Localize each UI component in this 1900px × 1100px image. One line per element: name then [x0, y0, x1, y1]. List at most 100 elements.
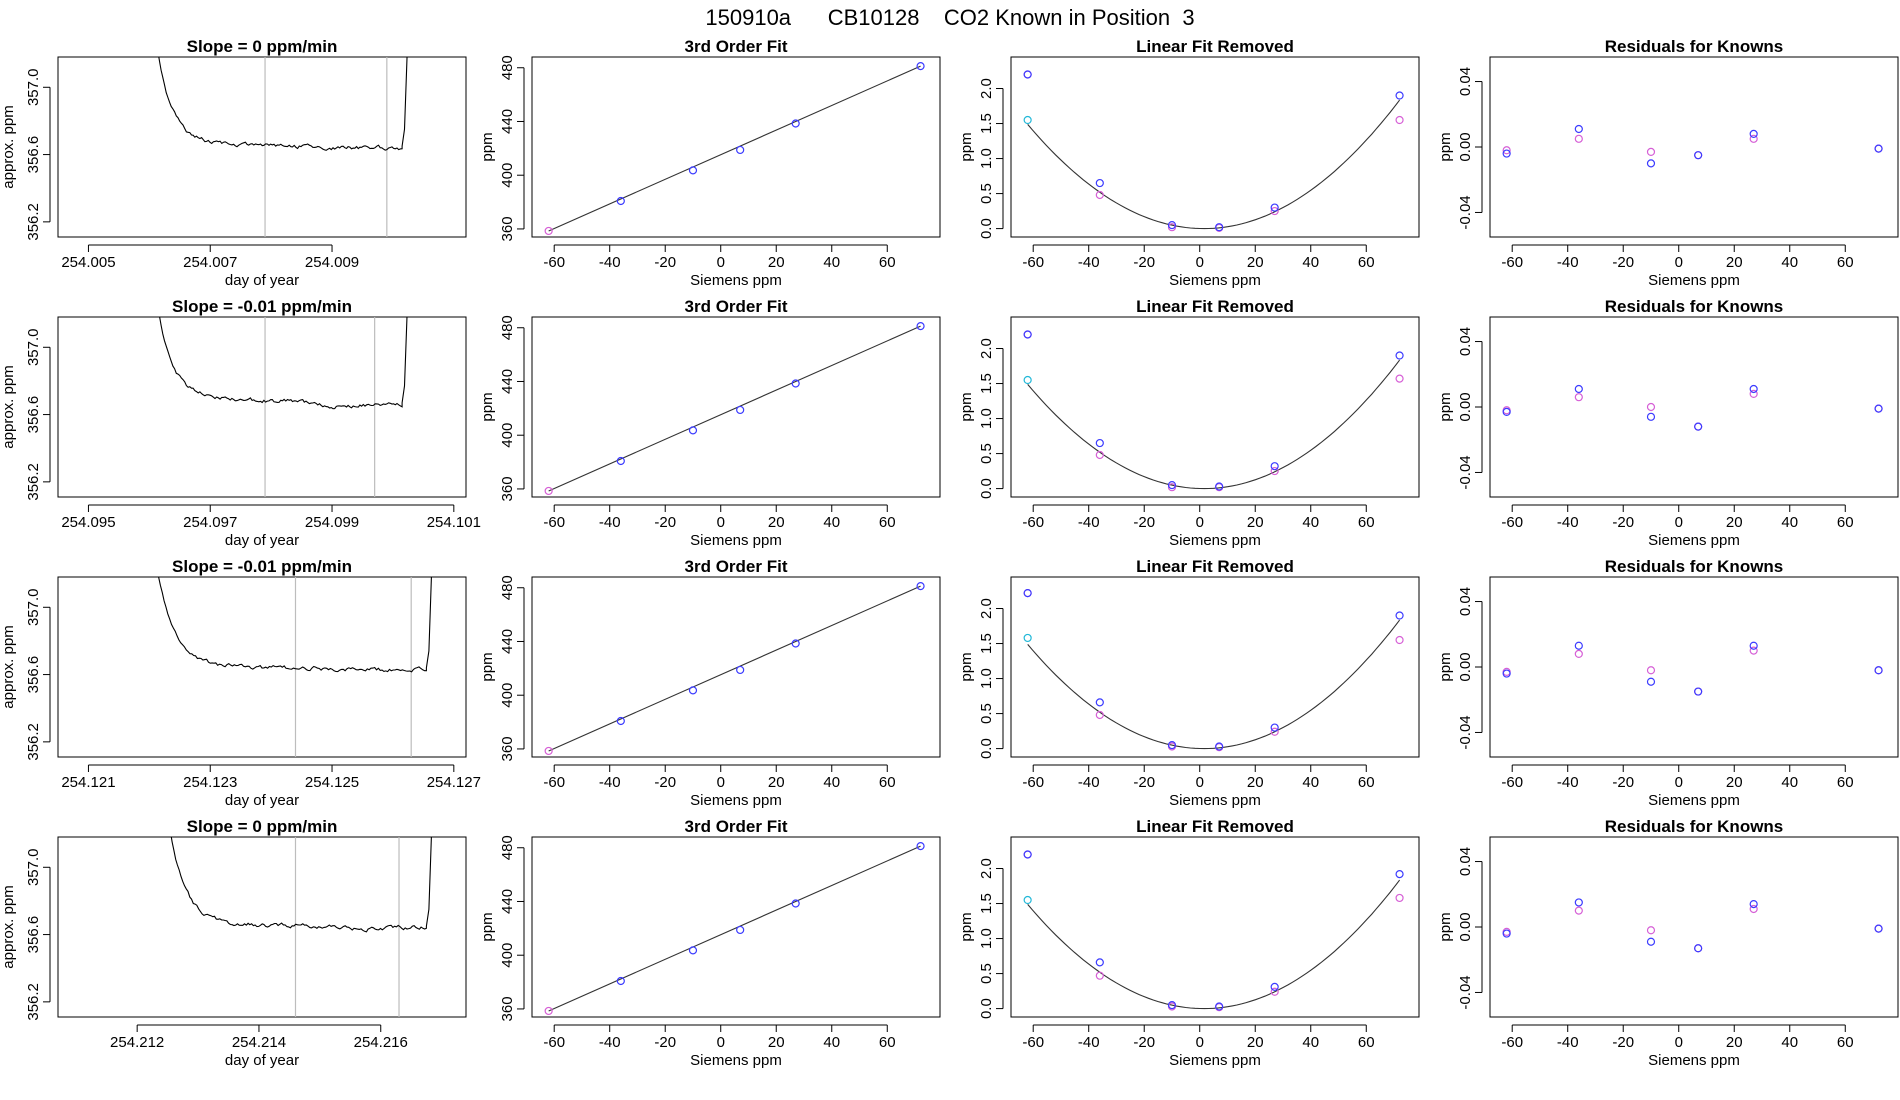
magenta-point	[1270, 727, 1279, 736]
x-tick-label: -40	[1078, 254, 1100, 271]
plot-area	[1502, 898, 1883, 953]
blue-point	[1502, 407, 1511, 417]
data-point	[916, 842, 925, 851]
panel-title: Residuals for Knowns	[1605, 37, 1784, 56]
panel-slope-row4: Slope = 0 ppm/min 254.212 254.214 254.216 da…	[0, 817, 467, 1069]
blue-point	[1646, 677, 1656, 686]
blue-point	[1874, 924, 1883, 933]
y-tick-label: 400	[499, 423, 516, 448]
magenta-point	[1574, 393, 1583, 402]
x-tick-label: -20	[1133, 254, 1155, 271]
panel-linear-removed-row2: Linear Fit Removed -60 -40 -20 0 20 40 60 Siemen…	[958, 297, 1420, 549]
blue-point	[1646, 412, 1656, 421]
y-tick-label: 480	[499, 315, 516, 340]
panel-title: Slope = 0 ppm/min	[187, 37, 338, 56]
y-tick-label: 360	[499, 476, 516, 501]
y-tick-label: 2.0	[978, 78, 995, 99]
x-tick-label: 60	[1358, 1034, 1375, 1051]
y-tick-label: 0.00	[1457, 912, 1474, 941]
x-tick-label: -20	[1612, 254, 1634, 271]
x-tick-label: 254.095	[61, 514, 115, 531]
x-tick-label: 20	[1247, 254, 1264, 271]
y-tick-label: 356.6	[25, 916, 42, 954]
panel-linear-removed-row1: Linear Fit Removed -60 -40 -20 0 20 40 60 Siemen…	[958, 37, 1420, 289]
panel-fit3-row3: 3rd Order Fit -60 -40 -20 0 20 40 60 Siemens ppm…	[479, 557, 941, 809]
y-tick-label: 400	[499, 943, 516, 968]
x-tick-label: 20	[1726, 514, 1743, 531]
y-tick-label: 1.5	[978, 633, 995, 654]
blue-point	[1270, 723, 1279, 732]
data-point	[544, 1006, 553, 1016]
y-tick-label: 0.5	[978, 183, 995, 204]
x-tick-label: 60	[1837, 1034, 1854, 1051]
x-axis-title: day of year	[225, 792, 299, 809]
blue-point	[1574, 898, 1583, 907]
plot-area	[1023, 330, 1404, 492]
x-tick-label: 254.097	[183, 514, 237, 531]
x-tick-label: -60	[543, 514, 565, 531]
blue-point	[1270, 462, 1279, 471]
x-tick-label: -60	[543, 774, 565, 791]
y-tick-label: 2.0	[978, 598, 995, 619]
y-axis-title: ppm	[1437, 652, 1454, 681]
magenta-point	[1095, 971, 1104, 980]
x-tick-label: -40	[599, 254, 621, 271]
x-tick-label: 20	[1247, 514, 1264, 531]
data-point	[688, 426, 698, 435]
x-tick-label: 254.005	[61, 254, 115, 271]
y-axis-title: ppm	[1437, 392, 1454, 421]
data-point	[736, 405, 745, 415]
blue-point	[1395, 351, 1404, 360]
y-tick-label: 356.2	[25, 983, 42, 1021]
panel-slope-row3: Slope = -0.01 ppm/min 254.121 254.123 254.1…	[0, 557, 481, 809]
y-tick-label: 440	[499, 889, 516, 914]
plot-frame	[531, 836, 941, 1018]
data-point	[688, 686, 698, 695]
blue-point	[1095, 958, 1104, 967]
plot-area	[158, 577, 432, 757]
y-axis-title: ppm	[958, 652, 975, 681]
x-tick-label: 254.101	[427, 514, 481, 531]
plot-frame	[1010, 56, 1420, 238]
plot-area	[544, 582, 925, 756]
blue-point	[1215, 742, 1224, 751]
y-tick-label: 400	[499, 683, 516, 708]
x-tick-label: 20	[768, 1034, 785, 1051]
x-tick-label: 60	[1837, 774, 1854, 791]
x-tick-label: -20	[1612, 1034, 1634, 1051]
blue-point	[1215, 1002, 1224, 1011]
panel-title: 3rd Order Fit	[685, 557, 788, 576]
x-tick-label: 40	[823, 254, 840, 271]
blue-point	[1023, 330, 1032, 339]
plot-area	[159, 317, 408, 497]
quadratic-curve	[1027, 99, 1401, 230]
y-tick-label: 0.0	[978, 738, 995, 759]
blue-point	[1023, 850, 1032, 859]
blue-point	[1694, 151, 1703, 160]
data-point	[688, 946, 698, 955]
magenta-point	[1270, 466, 1279, 476]
plot-area	[170, 837, 432, 1017]
panel-linear-removed-row3: Linear Fit Removed -60 -40 -20 0 20 40 60 Siemen…	[958, 557, 1420, 809]
x-tick-label: 254.214	[232, 1034, 286, 1051]
y-tick-label: 0.04	[1457, 587, 1474, 616]
y-tick-label: 0.04	[1457, 847, 1474, 876]
magenta-point	[1646, 402, 1656, 412]
x-tick-label: 60	[879, 774, 896, 791]
x-tick-label: 254.123	[183, 774, 237, 791]
x-tick-label: -20	[1612, 514, 1634, 531]
x-tick-label: -60	[1501, 254, 1523, 271]
blue-point	[1095, 438, 1104, 448]
blue-point	[1574, 641, 1583, 650]
panel-fit3-row1: 3rd Order Fit -60 -40 -20 0 20 40 60 Siemens ppm…	[479, 37, 941, 289]
x-tick-label: 60	[1358, 514, 1375, 531]
plot-frame	[1010, 576, 1420, 758]
magenta-point	[1095, 710, 1104, 720]
x-axis-title: Siemens ppm	[1648, 792, 1740, 809]
x-tick-label: -40	[1557, 514, 1579, 531]
x-tick-label: -40	[1078, 1034, 1100, 1051]
x-tick-label: 0	[1675, 1034, 1683, 1051]
x-axis-title: day of year	[225, 1052, 299, 1069]
plot-area	[1502, 384, 1883, 431]
cyan-point	[1023, 895, 1032, 905]
